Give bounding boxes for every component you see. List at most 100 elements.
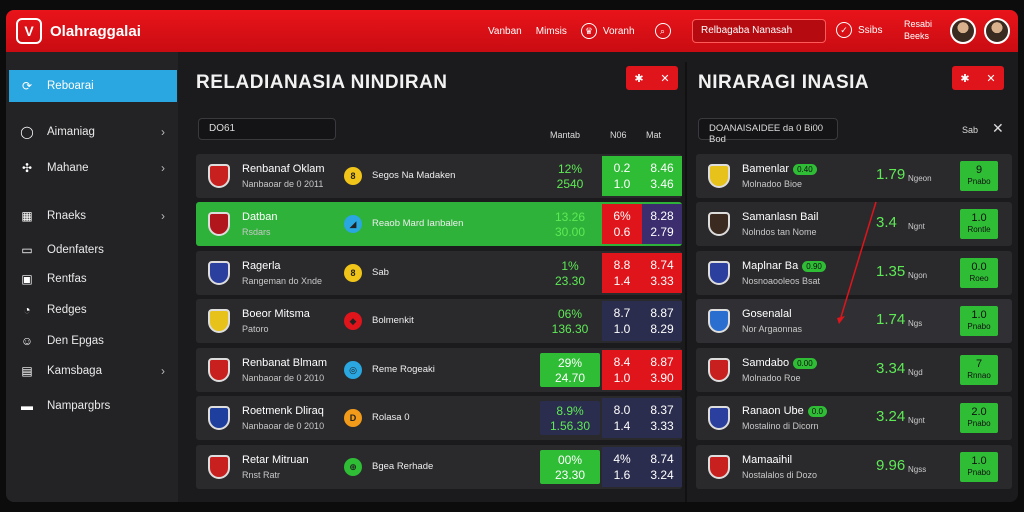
sidebar-item-4[interactable]: ▦ Rnaeks › [9,200,177,232]
team-crest-icon [208,358,230,382]
list-item[interactable]: Samdabo 0.00 Molnadoo Roe 3.34 Ngd 7 Rnnao [696,348,1012,392]
search-input[interactable]: Relbagaba Nanasah [692,19,826,43]
bet-button[interactable]: 1.0 Pnabo [960,452,998,482]
table-row[interactable]: Boeor Mitsma Patoro ◆ Bolmenkit 06% 136.30 8.7… [196,299,682,343]
odds-cell-secondary[interactable]: 6% 0.6 [602,204,642,244]
avatar-secondary[interactable] [950,18,976,44]
team-name: Maplnar Ba 0.90 [742,260,826,272]
sidebar-item-label: Rnaeks [47,210,86,222]
team-subtitle: Molnadoo Bioe [742,179,803,189]
table-row[interactable]: Renbanaf Oklam Nanbaoar de 0 2011 8 Segos N… [196,154,682,198]
odds-cell-primary[interactable]: 8.9% 1.56.30 [540,401,600,435]
search-icon[interactable]: ⌕ [654,23,671,39]
table-row[interactable]: Retar Mitruan Rnst Ratr ⊕ Bgea Rerhade 00% 23… [196,445,682,489]
odds-cell-tertiary[interactable]: 8.74 3.24 [642,447,682,487]
odds-cell-tertiary[interactable]: 8.87 3.90 [642,350,682,390]
sidebar-item-2[interactable]: ◯ Aimaniag › [9,116,177,148]
list-item[interactable]: Gosenalal Nor Argaonnas 1.74 Ngs 1.0 Pnabo [696,299,1012,343]
odds-cell-tertiary[interactable]: 8.37 3.33 [642,398,682,438]
sidebar-item-5[interactable]: ▭ Odenfaters [9,234,177,266]
sidebar-item-6[interactable]: ▣ Rentfas [9,263,177,295]
odds-label: Ngeon [908,174,932,183]
sidebar-item-3[interactable]: ✣ Mahane › [9,152,177,184]
odds-cell-secondary[interactable]: 8.7 1.0 [602,301,642,341]
match-name: Bgea Rerhade [372,461,434,472]
filter-dropdown[interactable]: DO61 [198,118,336,140]
settings-icon[interactable]: ✱ [960,72,970,85]
team-subtitle: Mostalino di Dicorn [742,421,819,431]
sidebar-item-10[interactable]: ▬ Nampargbrs [9,390,177,422]
header-nav: Vanban Mimsis ♛ Voranh ⌕ [488,10,677,52]
bet-button[interactable]: 7 Rnnao [960,355,998,385]
bet-button[interactable]: 9 Pnabo [960,161,998,191]
list-item[interactable]: Maplnar Ba 0.90 Nosnoaooleos Bsat 1.35 Ngon 0… [696,251,1012,295]
odds-cell-secondary[interactable]: 8.4 1.0 [602,350,642,390]
odds-cell-primary[interactable]: 13.26 30.00 [554,210,586,239]
user-menu[interactable]: Resabi Beeks [904,19,933,41]
bet-button[interactable]: 0.0 Roeo [960,258,998,288]
close-icon[interactable]: ✕ [986,72,996,85]
sidebar-item-8[interactable]: ☺ Den Epgas [9,325,177,357]
odds-cell-tertiary[interactable]: 8.87 8.29 [642,301,682,341]
list-item[interactable]: Samanlasn Bail Nolndos tan Nome 3.4 Ngnt 1.0… [696,202,1012,246]
sidebar-item-1[interactable]: ⟳ Reboarai [9,70,177,102]
team-crest-icon [708,309,730,333]
odds-cell-secondary[interactable]: 4% 1.6 [602,447,642,487]
odds-cell-secondary[interactable]: 8.8 1.4 [602,253,642,293]
app-window: V Olahraggalai Vanban Mimsis ♛ Voranh ⌕ R… [6,10,1018,502]
right-panel-actions[interactable]: ✱ ✕ [952,66,1004,90]
team-subtitle: Nanbaoar de 0 2010 [242,421,325,431]
header-link-1[interactable]: Vanban [488,25,522,37]
table-row[interactable]: Renbanat Blmam Nanbaoar de 0 2010 ◎ Reme Ro… [196,348,682,392]
refresh-icon: ⟳ [21,79,33,93]
odds-cell-secondary[interactable]: 8.0 1.4 [602,398,642,438]
team-name: Ranaon Ube 0.0 [742,405,827,417]
team-subtitle: Nostalalos di Dozo [742,470,818,480]
table-row[interactable]: Roetmenk Dliraq Nanbaoar de 0 2010 D Rolasa… [196,396,682,440]
team-name: Roetmenk Dliraq [242,405,324,417]
odds-cell-secondary[interactable]: 0.2 1.0 [602,156,642,196]
header-link-3[interactable]: ♛ Voranh [580,23,635,39]
sports-menu[interactable]: ✓ Ssibs [836,22,882,38]
list-item[interactable]: Ranaon Ube 0.0 Mostalino di Dicorn 3.24 Ngnt… [696,396,1012,440]
odds-value: 3.4 [876,214,897,231]
list-item[interactable]: Bamenlar 0.40 Molnadoo Bioe 1.79 Ngeon 9 Pnabo [696,154,1012,198]
right-filter-dropdown[interactable]: DOANAISAIDEE da 0 Bi00 Bod [698,118,838,145]
header-link-2[interactable]: Mimsis [535,25,567,37]
team-crest-icon [208,406,230,430]
score-chip: 0.40 [793,163,817,175]
list-item[interactable]: Mamaaihil Nostalalos di Dozo 9.96 Ngss 1.0 Pn… [696,445,1012,489]
odds-cell-primary[interactable]: 12% 2540 [556,162,584,191]
settings-icon[interactable]: ✱ [634,72,644,85]
bubble-icon: ◔ [23,303,31,317]
bet-button[interactable]: 2.0 Pnabo [960,403,998,433]
competition-icon: ◢ [344,215,362,233]
team-subtitle: Nanbaoar de 0 2010 [242,373,325,383]
panel-actions[interactable]: ✱ ✕ [626,66,678,90]
odds-cell-primary[interactable]: 06% 136.30 [551,307,589,336]
table-row[interactable]: Ragerla Rangeman do Xnde 8 Sab 1% 23.30 8.8 1.4… [196,251,682,295]
odds-cell-tertiary[interactable]: 8.28 2.79 [642,204,682,244]
odds-cell-tertiary[interactable]: 8.74 3.33 [642,253,682,293]
odds-cell-tertiary[interactable]: 8.46 3.46 [642,156,682,196]
chevron-right-icon: › [161,364,165,378]
brand-logo-icon[interactable]: V [16,18,42,44]
odds-cell-primary[interactable]: 29% 24.70 [540,353,600,387]
team-name: Boeor Mitsma [242,308,310,320]
bet-button[interactable]: 1.0 Pnabo [960,306,998,336]
column-header-3: Mat [646,130,662,140]
team-name: Ragerla [242,260,281,272]
chevron-right-icon: › [161,161,165,175]
table-row[interactable]: Datban Rsdars ◢ Reaob Mard Ianbalen 13.26 30.… [196,202,682,246]
dismiss-icon[interactable]: ✕ [992,120,1004,136]
avatar[interactable] [984,18,1010,44]
odds-cell-primary[interactable]: 1% 23.30 [554,259,586,288]
sidebar-item-label: Rentfas [47,273,87,285]
sidebar-item-9[interactable]: ▤ Kamsbaga › [9,355,177,387]
folder-icon: ▭ [21,243,33,257]
sidebar-item-7[interactable]: ◔ Redges [9,294,177,326]
team-subtitle: Rnst Ratr [242,470,281,480]
odds-cell-primary[interactable]: 00% 23.30 [540,450,600,484]
bet-button[interactable]: 1.0 Rontle [960,209,998,239]
close-icon[interactable]: ✕ [660,72,670,85]
